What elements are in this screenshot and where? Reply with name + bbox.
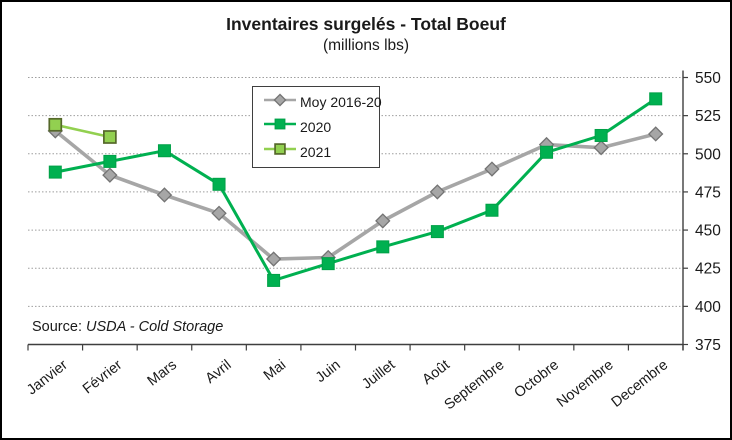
legend-swatch-moy-line-diamond-icon [263, 92, 297, 113]
series-moy-2016-20 [47, 123, 664, 267]
diamond-marker-icon [593, 139, 609, 156]
square-marker-icon [48, 117, 63, 132]
legend-swatch-2021-line-square-icon [263, 141, 297, 162]
series-2021 [48, 117, 117, 144]
y-axis-label: 550 [695, 70, 721, 87]
source-label: Source: [32, 319, 86, 335]
y-axis-label: 525 [695, 108, 721, 125]
diamond-marker-icon [375, 213, 391, 229]
y-axis-label: 425 [695, 261, 721, 278]
square-marker-icon [274, 119, 286, 130]
diamond-marker-icon [102, 167, 118, 183]
legend-label: 2020 [300, 118, 332, 135]
series-2020 [48, 92, 663, 287]
legend: Moy 2016-20 2020 2021 [252, 86, 382, 168]
x-axis-label: Mars [145, 357, 180, 389]
square-marker-icon [430, 225, 444, 239]
x-axis-label: Novembre [554, 357, 617, 411]
y-axis-label: 450 [695, 223, 721, 240]
diamond-marker-icon [211, 205, 227, 221]
square-marker-icon [103, 154, 117, 168]
x-axis-label: Avril [203, 357, 235, 387]
y-axis-label: 475 [695, 184, 721, 201]
x-axis-label: Janvier [24, 357, 71, 398]
legend-item-moy-2016-20: Moy 2016-20 [263, 92, 382, 113]
y-axis-label: 375 [695, 337, 721, 354]
legend-item-2021: 2021 [263, 141, 379, 162]
x-axis-label: Juin [313, 357, 344, 386]
x-axis-labels: Janvier Février Mars Avril Mai Juin Juillet Aoû… [24, 357, 671, 413]
square-marker-icon [103, 130, 117, 144]
diamond-marker-icon [265, 251, 282, 267]
diamond-marker-icon [273, 93, 287, 107]
square-marker-icon [48, 165, 62, 179]
legend-label: 2021 [300, 143, 332, 160]
x-axis-label: Septembre [442, 357, 508, 413]
legend-label: Moy 2016-20 [300, 94, 382, 111]
x-axis-label: Février [80, 357, 126, 397]
square-marker-icon [321, 257, 335, 271]
gridlines [28, 77, 683, 307]
square-marker-icon [594, 128, 608, 142]
source-text: Source: USDA - Cold Storage [32, 319, 223, 335]
chart-title: Inventaires surgelés - Total Boeuf [226, 14, 506, 34]
x-axis-label: Decembre [609, 357, 672, 411]
y-axis-label: 500 [695, 146, 721, 163]
chart-subtitle: (millions lbs) [322, 36, 410, 54]
y-axis-labels: 375 400 425 450 475 500 525 550 [695, 70, 721, 354]
legend-swatch-2020-line-square-icon [263, 116, 297, 137]
y-axis-label: 400 [695, 299, 721, 316]
x-axis-label: Août [419, 357, 452, 388]
square-marker-icon [267, 273, 281, 287]
legend-item-2020: 2020 [263, 116, 379, 137]
square-marker-icon [485, 203, 499, 217]
diamond-marker-icon [484, 161, 500, 177]
source-value: USDA - Cold Storage [86, 319, 224, 335]
square-marker-icon [212, 177, 226, 191]
square-marker-icon [157, 144, 171, 158]
square-marker-icon [649, 92, 663, 106]
square-marker-icon [540, 145, 554, 159]
diamond-marker-icon [156, 187, 173, 203]
axes [27, 70, 688, 351]
square-marker-icon [274, 143, 286, 155]
diamond-marker-icon [429, 184, 446, 200]
square-marker-icon [376, 240, 390, 254]
x-axis-label: Juillet [359, 357, 398, 392]
x-axis-label: Mai [261, 357, 289, 384]
diamond-marker-icon [648, 126, 664, 142]
x-axis-label: Octobre [511, 357, 562, 401]
title-block: Inventaires surgelés - Total Boeuf (mill… [2, 14, 730, 55]
